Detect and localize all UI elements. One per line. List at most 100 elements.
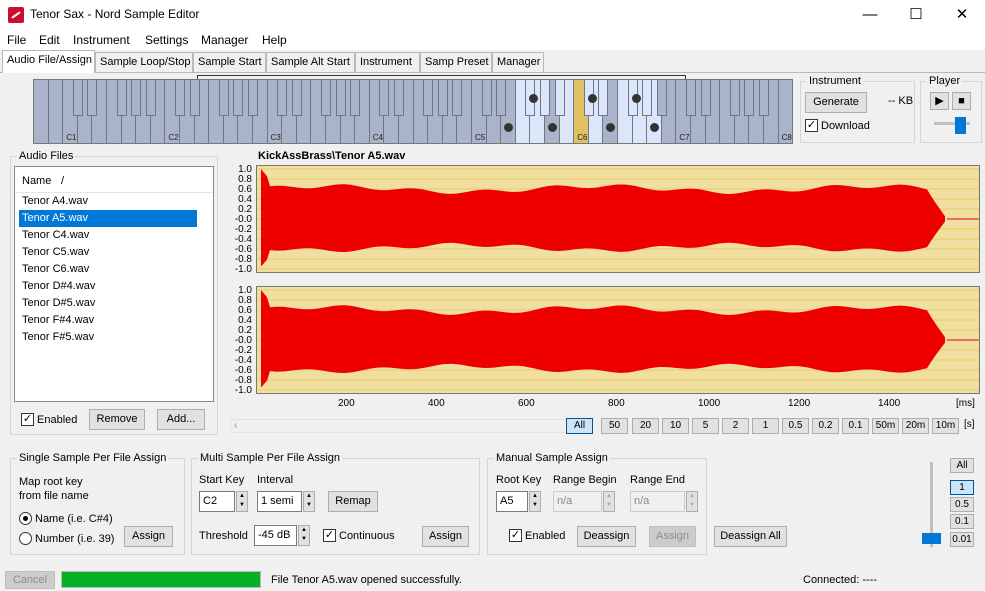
list-item[interactable]: Tenor A4.wav: [22, 195, 89, 207]
vzoom-0.5-button[interactable]: 0.5: [950, 497, 974, 512]
start-key-stepper[interactable]: ▲ ▼: [236, 491, 248, 512]
black-key[interactable]: [72, 80, 83, 116]
vzoom-0.01-button[interactable]: 0.01: [950, 532, 974, 547]
name-column-header[interactable]: Name: [22, 175, 52, 187]
black-key[interactable]: [116, 80, 127, 116]
maximize-button[interactable]: ☐: [909, 6, 923, 23]
range-begin-field[interactable]: n/a: [553, 491, 602, 512]
black-key[interactable]: [744, 80, 755, 116]
remap-button[interactable]: Remap: [328, 491, 378, 512]
zoom-button-0.1[interactable]: 0.1: [842, 418, 869, 434]
piano-keyboard[interactable]: C1 C2 C3 C4 C5 C6 C7 C8: [33, 79, 794, 144]
continuous-checkbox[interactable]: ✓: [323, 529, 336, 542]
zoom-button-20m[interactable]: 20m: [902, 418, 929, 434]
black-key[interactable]: [656, 80, 667, 116]
black-key[interactable]: [686, 80, 696, 116]
white-key[interactable]: [34, 80, 49, 143]
tab-samp-preset[interactable]: Samp Preset: [420, 52, 492, 72]
deassign-button[interactable]: Deassign: [577, 526, 636, 547]
stop-button[interactable]: ■: [952, 92, 971, 110]
zoom-button-1[interactable]: 1: [752, 418, 779, 434]
black-key[interactable]: [175, 80, 185, 116]
zoom-button-All[interactable]: All: [566, 418, 593, 434]
black-key[interactable]: [729, 80, 740, 116]
vzoom-1-button[interactable]: 1: [950, 480, 974, 495]
add-button[interactable]: Add...: [157, 409, 205, 430]
black-key[interactable]: [131, 80, 142, 116]
black-key[interactable]: [218, 80, 229, 116]
zoom-button-50m[interactable]: 50m: [872, 418, 899, 434]
tab-manager[interactable]: Manager: [492, 52, 544, 72]
tab-instrument[interactable]: Instrument: [355, 52, 420, 72]
list-item[interactable]: Tenor D#5.wav: [22, 297, 96, 309]
generate-button[interactable]: Generate: [805, 92, 867, 113]
black-key[interactable]: [291, 80, 302, 116]
tab-audio-file-assign[interactable]: Audio File/Assign: [2, 50, 95, 73]
menu-settings[interactable]: Settings: [145, 33, 189, 47]
multi-assign-button[interactable]: Assign: [422, 526, 469, 547]
deassign-all-button[interactable]: Deassign All: [714, 526, 787, 547]
black-key[interactable]: [248, 80, 258, 116]
remove-button[interactable]: Remove: [89, 409, 145, 430]
manual-assign-button[interactable]: Assign: [649, 526, 696, 547]
range-end-stepper[interactable]: ▲ ▼: [686, 491, 698, 512]
list-item[interactable]: Tenor C6.wav: [22, 263, 90, 275]
zoom-button-10[interactable]: 10: [662, 418, 689, 434]
black-key[interactable]: [394, 80, 404, 116]
white-key[interactable]: [778, 80, 794, 143]
black-key[interactable]: [554, 80, 565, 116]
scroll-left-icon[interactable]: ‹: [234, 420, 238, 431]
black-key[interactable]: [233, 80, 244, 116]
download-checkbox[interactable]: ✓: [805, 119, 818, 132]
black-key[interactable]: [335, 80, 346, 116]
black-key[interactable]: [87, 80, 98, 116]
zoom-button-10m[interactable]: 10m: [932, 418, 959, 434]
tab-sample-start[interactable]: Sample Start: [193, 52, 266, 72]
black-key[interactable]: [145, 80, 156, 116]
interval-field[interactable]: 1 semi: [257, 491, 302, 512]
menu-help[interactable]: Help: [262, 33, 287, 47]
black-key[interactable]: [759, 80, 769, 116]
black-key[interactable]: [496, 80, 507, 116]
black-key[interactable]: [437, 80, 448, 116]
menu-manager[interactable]: Manager: [201, 33, 249, 47]
tab-sample-loop-stop[interactable]: Sample Loop/Stop: [95, 52, 193, 72]
name-radio[interactable]: [19, 512, 32, 525]
waveform-channel-right[interactable]: [256, 286, 980, 394]
black-key[interactable]: [321, 80, 331, 116]
range-end-field[interactable]: n/a: [630, 491, 685, 512]
close-button[interactable]: ✕: [955, 6, 969, 23]
number-radio[interactable]: [19, 532, 32, 545]
vzoom-all-button[interactable]: All: [950, 458, 974, 473]
black-key[interactable]: [642, 80, 653, 116]
zoom-button-0.2[interactable]: 0.2: [812, 418, 839, 434]
black-key[interactable]: [540, 80, 550, 116]
manual-enabled-checkbox[interactable]: ✓: [509, 529, 522, 542]
threshold-field[interactable]: -45 dB: [254, 525, 297, 546]
volume-slider-thumb[interactable]: [955, 117, 966, 134]
list-item[interactable]: Tenor C5.wav: [22, 246, 90, 258]
zoom-button-5[interactable]: 5: [692, 418, 719, 434]
menu-instrument[interactable]: Instrument: [73, 33, 130, 47]
cancel-button[interactable]: Cancel: [5, 571, 55, 589]
black-key[interactable]: [598, 80, 609, 116]
zoom-button-50[interactable]: 50: [601, 418, 628, 434]
black-key[interactable]: [379, 80, 390, 116]
list-item[interactable]: Tenor F#4.wav: [22, 314, 95, 326]
interval-stepper[interactable]: ▲ ▼: [303, 491, 315, 512]
list-item[interactable]: Tenor C4.wav: [22, 229, 90, 241]
vzoom-0.1-button[interactable]: 0.1: [950, 514, 974, 529]
range-begin-stepper[interactable]: ▲ ▼: [603, 491, 615, 512]
enabled-checkbox[interactable]: ✓: [21, 413, 34, 426]
white-key[interactable]: [48, 80, 64, 143]
list-item[interactable]: Tenor F#5.wav: [22, 331, 95, 343]
vertical-zoom-thumb[interactable]: [922, 533, 941, 544]
play-button[interactable]: ▶: [930, 92, 949, 110]
horizontal-scrollbar[interactable]: ‹: [230, 419, 568, 433]
root-key-field[interactable]: A5: [496, 491, 528, 512]
list-item[interactable]: Tenor D#4.wav: [22, 280, 96, 292]
zoom-button-2[interactable]: 2: [722, 418, 749, 434]
black-key[interactable]: [452, 80, 463, 116]
black-key[interactable]: [423, 80, 434, 116]
threshold-stepper[interactable]: ▲ ▼: [298, 525, 310, 546]
